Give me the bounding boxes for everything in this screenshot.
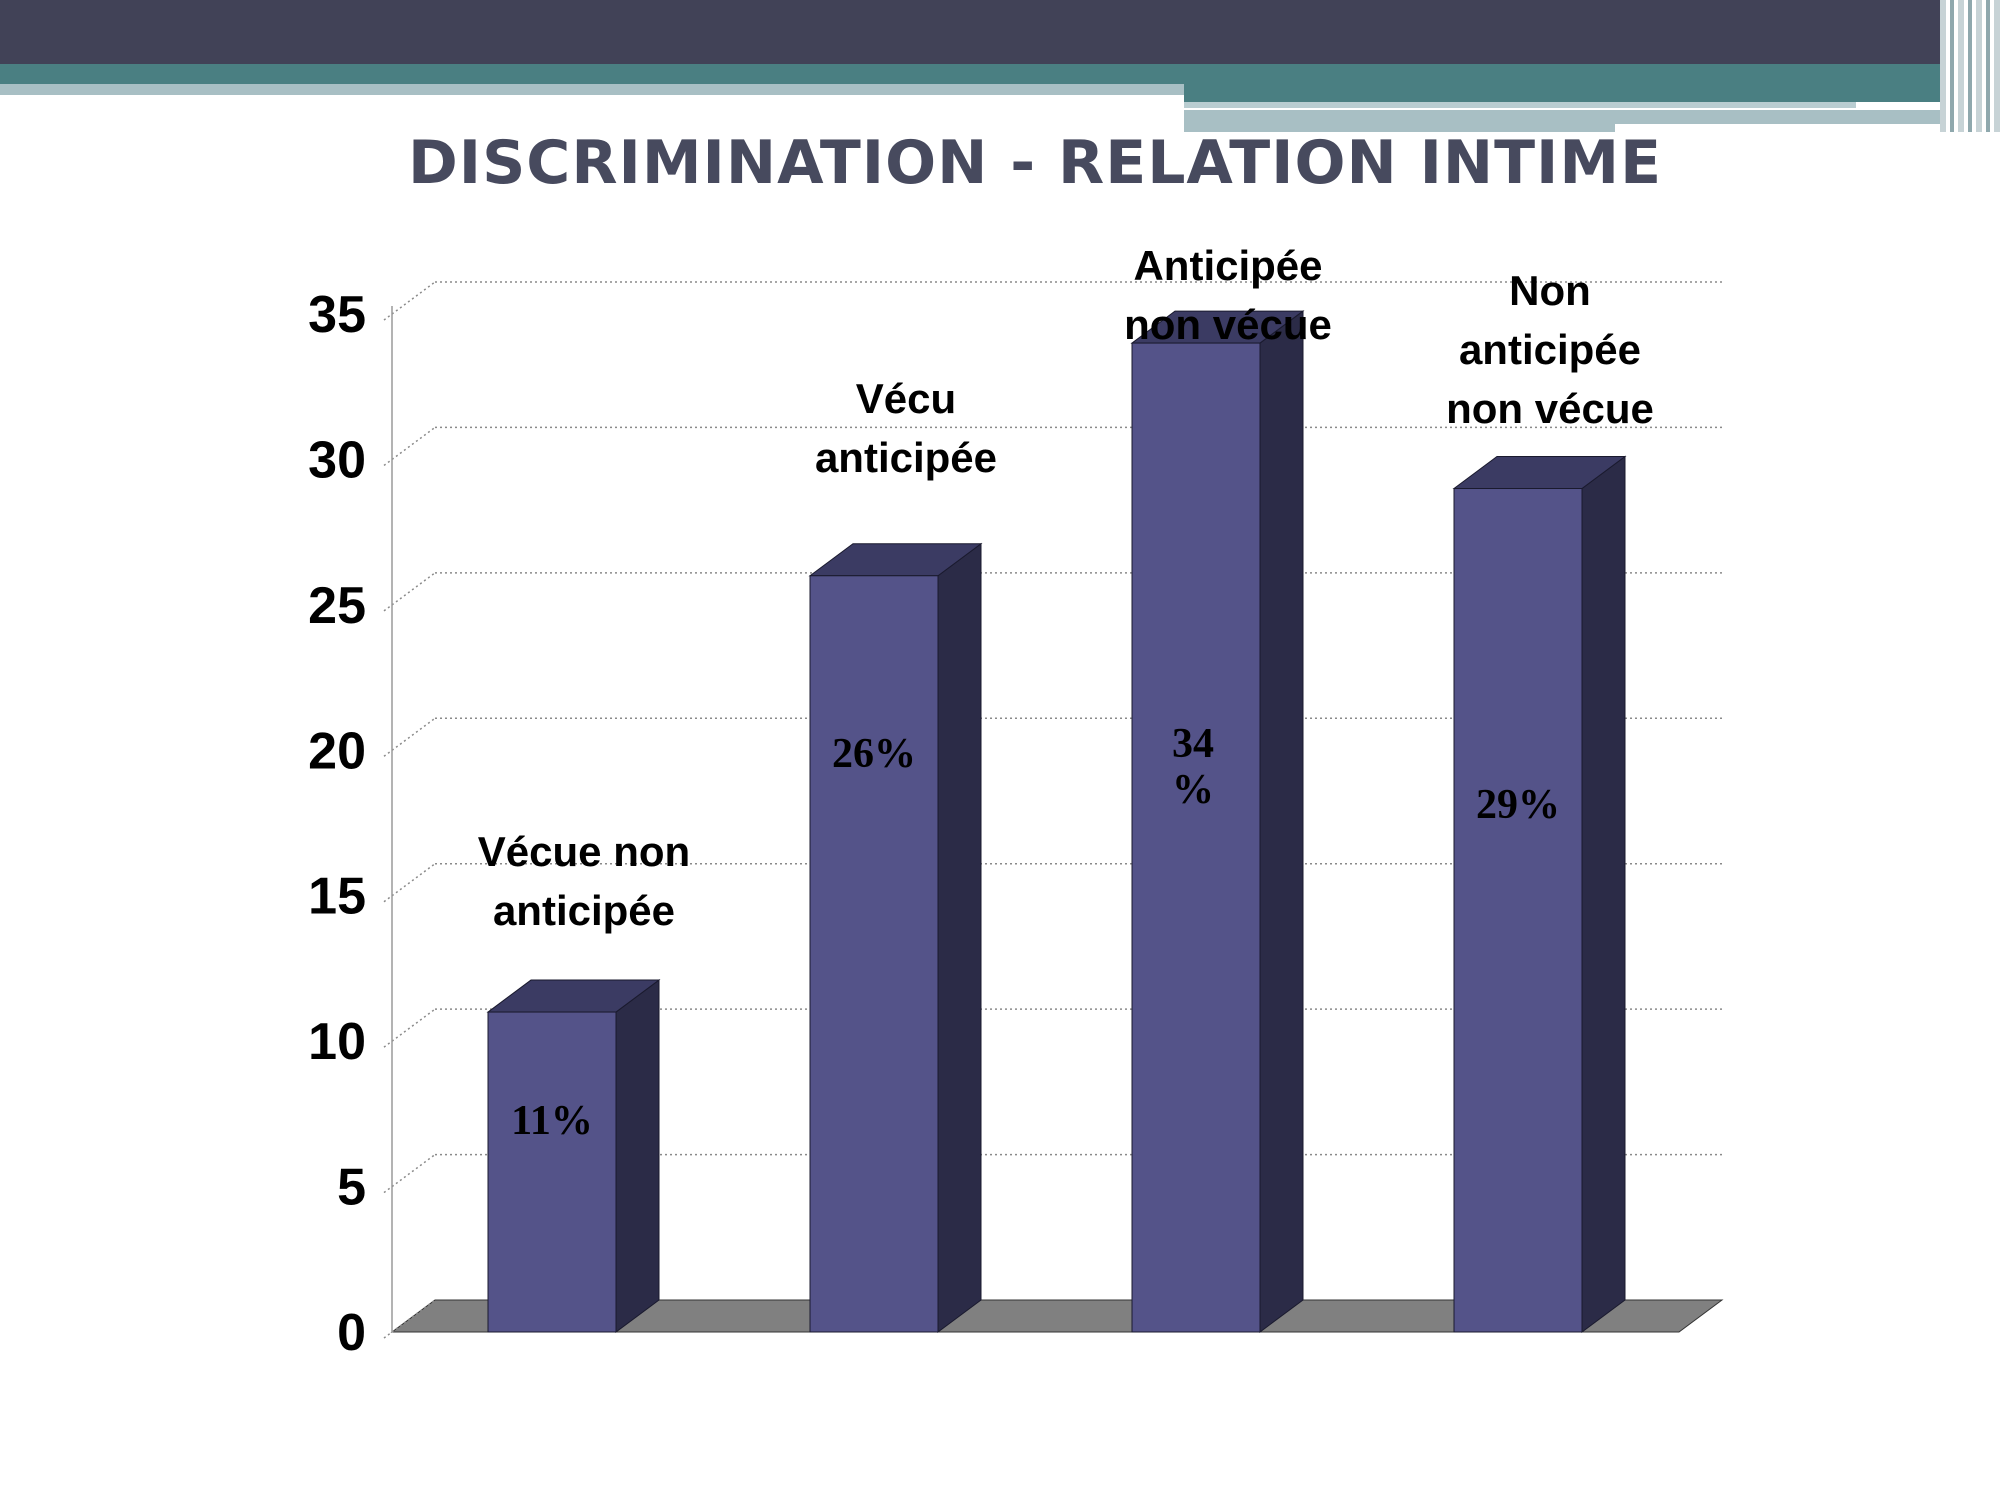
bar xyxy=(1453,488,1583,1333)
header-bar-dark xyxy=(0,0,2000,64)
bar xyxy=(809,575,939,1333)
y-tick-label: 0 xyxy=(337,1304,366,1362)
slide-title: DISCRIMINATION - RELATION INTIME xyxy=(407,128,1663,198)
category-label: Anticipée xyxy=(1133,242,1322,289)
data-label: 29% xyxy=(1476,782,1560,828)
header-bar-light-right-lower xyxy=(1184,110,1615,132)
category-label: anticipée xyxy=(1459,326,1641,373)
category-label: anticipée xyxy=(493,887,675,934)
category-label: non vécue xyxy=(1446,385,1654,432)
header-bar-light-left xyxy=(0,84,1184,95)
y-tick-label: 35 xyxy=(308,286,366,344)
bar-side xyxy=(937,542,982,1333)
header-bar-light-right-line xyxy=(1184,102,1856,108)
bar xyxy=(487,1011,617,1333)
y-tick-label: 20 xyxy=(308,722,366,780)
category-label: Vécu xyxy=(856,375,956,422)
category-label: Vécue non xyxy=(478,828,690,875)
data-label: 26% xyxy=(832,731,916,777)
header-corner-stripes xyxy=(1940,0,2000,132)
y-tick-label: 10 xyxy=(308,1013,366,1071)
bar-side xyxy=(1259,310,1304,1333)
bar xyxy=(1131,342,1261,1333)
data-label: 34 xyxy=(1172,721,1214,767)
bar-side xyxy=(615,979,660,1333)
header-bar-light-right xyxy=(1184,84,2000,102)
data-label: % xyxy=(1172,767,1214,813)
header-bar-light-right-mid xyxy=(1615,110,1961,124)
y-tick-label: 5 xyxy=(337,1159,366,1217)
data-label: 11% xyxy=(511,1098,593,1144)
category-label: anticipée xyxy=(815,434,997,481)
y-tick-label: 25 xyxy=(308,577,366,635)
y-tick-label: 15 xyxy=(308,868,366,926)
bar-side xyxy=(1581,455,1626,1333)
y-tick-label: 30 xyxy=(308,431,366,489)
category-label: Non xyxy=(1509,267,1591,314)
header-bar-teal xyxy=(0,64,2000,84)
category-label: non vécue xyxy=(1124,301,1332,348)
